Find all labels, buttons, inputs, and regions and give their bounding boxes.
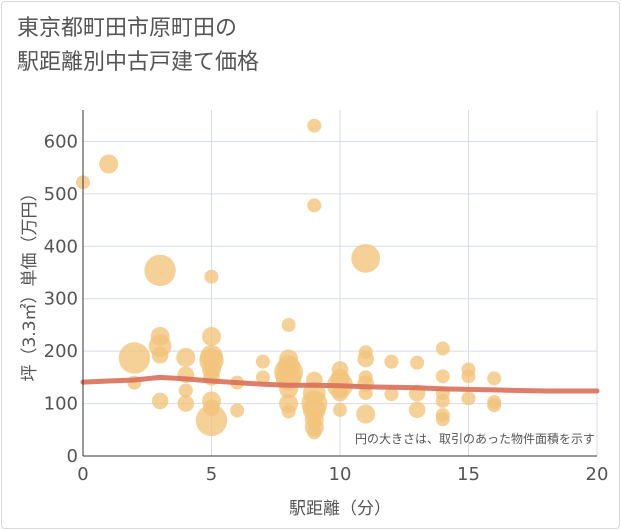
data-point-bubble — [204, 269, 219, 284]
axes: 0 100 200 300 400 500 600 0 5 10 15 20 — [44, 110, 609, 485]
data-point-bubble — [461, 391, 476, 406]
data-point-bubble — [178, 383, 193, 398]
bubble-size-note: 円の大きさは、取引のあった物件面積を示す — [355, 431, 595, 446]
x-tick-label: 10 — [329, 464, 352, 485]
data-point-bubble — [255, 354, 270, 369]
data-point-bubble — [307, 198, 322, 213]
y-tick-label: 500 — [44, 184, 78, 205]
data-point-bubble — [410, 355, 425, 370]
x-tick-label: 5 — [206, 464, 217, 485]
data-point-bubble — [487, 398, 502, 413]
data-point-bubble — [118, 342, 151, 374]
trend-layer — [80, 374, 600, 394]
data-point-bubble — [177, 395, 195, 412]
data-point-bubble — [435, 412, 450, 427]
data-point-bubble — [356, 404, 376, 424]
y-axis-title: 坪（3.3㎡）単価（万円） — [20, 184, 40, 381]
data-point-bubble — [333, 402, 347, 417]
trend-line — [80, 374, 600, 394]
data-point-bubble — [195, 404, 228, 437]
y-tick-label: 100 — [44, 394, 78, 415]
data-point-bubble — [99, 154, 119, 174]
chart-title-line-1: 東京都町田市原町田の — [17, 16, 238, 41]
data-point-bubble — [351, 243, 381, 273]
data-point-bubble — [408, 401, 426, 419]
x-tick-label: 15 — [457, 464, 480, 485]
data-point-bubble — [176, 347, 196, 367]
chart-title: 東京都町田市原町田の 駅距離別中古戸建て価格 — [17, 12, 259, 80]
data-point-bubble — [255, 370, 270, 385]
chart-title-line-2: 駅距離別中古戸建て価格 — [17, 50, 260, 75]
data-point-bubble — [331, 384, 349, 402]
x-axis-title: 駅距離（分） — [289, 499, 391, 519]
x-tick-label: 0 — [77, 464, 88, 485]
bubble-layer — [76, 118, 502, 440]
y-tick-label: 400 — [44, 236, 78, 257]
data-point-bubble — [435, 369, 450, 384]
x-tick-label: 20 — [586, 464, 609, 485]
data-point-bubble — [151, 347, 169, 364]
data-point-bubble — [384, 387, 399, 402]
data-point-bubble — [487, 371, 502, 386]
data-point-bubble — [384, 354, 399, 369]
data-point-bubble — [144, 254, 176, 287]
data-point-bubble — [435, 393, 450, 408]
data-point-bubble — [307, 118, 322, 133]
data-point-bubble — [358, 386, 373, 401]
data-point-bubble — [307, 425, 322, 440]
data-point-bubble — [281, 404, 296, 419]
y-tick-label: 200 — [44, 341, 78, 362]
y-tick-label: 600 — [44, 131, 78, 152]
y-tick-label: 300 — [44, 289, 78, 310]
data-point-bubble — [357, 350, 375, 368]
data-point-bubble — [151, 392, 169, 410]
y-tick-label: 0 — [67, 446, 78, 467]
data-point-bubble — [435, 341, 450, 356]
data-point-bubble — [202, 326, 221, 346]
data-point-bubble — [461, 369, 476, 384]
data-point-bubble — [281, 317, 296, 332]
data-point-bubble — [230, 403, 245, 418]
